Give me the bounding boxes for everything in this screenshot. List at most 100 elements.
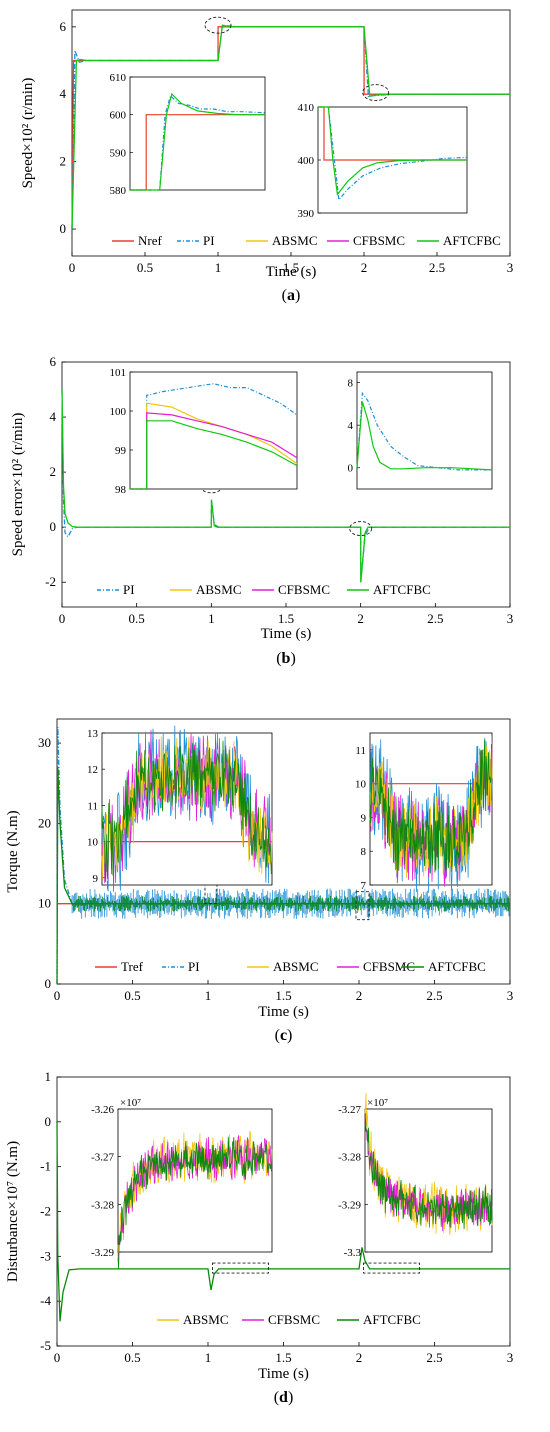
x-tick-label: 0.5: [124, 988, 140, 1003]
inset-y-tick-label: 12: [87, 764, 98, 776]
legend-entry: ABSMC: [196, 582, 242, 597]
x-tick-label: 1: [215, 260, 222, 275]
x-tick-label: 0: [54, 988, 61, 1003]
y-tick-label: 2: [60, 154, 67, 169]
inset-y-tick-label: 13: [87, 728, 99, 740]
inset-2: 7 8 9 10 11: [355, 732, 493, 893]
x-tick-label: 0.5: [137, 260, 153, 275]
x-axis-label: Time (s): [266, 264, 317, 280]
inset-series-noise: [117, 1136, 273, 1270]
x-tick-label: 1: [205, 1350, 212, 1365]
series-Nref: [71, 26, 510, 230]
y-tick-label: 0: [60, 221, 67, 236]
x-tick-label: 1.5: [283, 260, 299, 275]
inset-y-tick-label: 600: [110, 110, 127, 122]
legend: PI ABSMC CFBSMC AFTCFBC: [97, 582, 431, 597]
legend: Nref PI ABSMC CFBSMC AFTCFBC: [112, 233, 501, 248]
inset-frame: [356, 371, 493, 490]
x-axis-label: Time (s): [258, 1004, 309, 1020]
inset-exponent: ×10⁷: [367, 1097, 388, 1109]
x-tick-label: 1: [205, 988, 212, 1003]
x-tick-label: 0: [69, 260, 76, 275]
x-tick-label: 2.5: [427, 611, 443, 626]
x-tick-label: 1.5: [278, 611, 294, 626]
legend-entry: PI: [203, 233, 215, 248]
legend-entry: AFTCFBC: [443, 233, 501, 248]
legend-entry: AFTCFBC: [428, 959, 486, 974]
inset-y-tick-label: -3.29: [91, 1247, 114, 1259]
legend-entry: AFTCFBC: [373, 582, 431, 597]
inset-2: -3.27 -3.28 -3.29 -3.3 ×10⁷: [338, 1092, 493, 1259]
legend-entry: Tref: [121, 959, 144, 974]
inset-y-tick-label: 400: [298, 155, 315, 167]
panel-caption: (b): [276, 650, 296, 667]
y-tick-label: -2: [40, 1204, 51, 1219]
x-tick-label: 0.5: [124, 1350, 140, 1365]
x-tick-label: 0: [59, 611, 66, 626]
chart-panel-d: 0 0.5 1 1.5 2 2.5 3 -5 -4 -3 -2 -1 0 1 Time (s) Disturb…: [5, 1069, 513, 1406]
y-tick-label: 10: [38, 896, 51, 911]
inset-y-tick-label: -3.28: [338, 1152, 361, 1164]
inset-exponent: ×10⁷: [120, 1097, 141, 1109]
x-tick-label: 1.5: [275, 1350, 291, 1365]
y-tick-label: -2: [45, 574, 56, 589]
inset-series-noise: [364, 1118, 493, 1230]
panel-caption: (a): [282, 287, 301, 304]
series-AFTCFBC: [56, 1121, 510, 1322]
y-tick-label: 4: [60, 86, 67, 101]
y-axis-label: Disturbance×10⁷ (N.m): [5, 1141, 21, 1282]
inset-1: 98 99 100 101: [110, 367, 298, 496]
y-tick-label: -1: [40, 1159, 51, 1174]
inset-series-AFTCFBC: [318, 106, 467, 196]
chart-panel-b: 0 0.5 1 1.5 2 2.5 3 -2 0 2 4 6 Time (s) Speed error×1…: [10, 354, 513, 667]
inset-series-PI: [130, 383, 298, 490]
legend-entry: Nref: [138, 233, 162, 248]
x-tick-label: 2: [357, 611, 364, 626]
legend: Tref PI ABSMC CFBSMC AFTCFBC: [95, 959, 486, 974]
inset-y-tick-label: 390: [298, 208, 315, 220]
inset-2: 0 4 8: [348, 371, 493, 490]
legend-entry: CFBSMC: [363, 959, 415, 974]
inset-y-tick-label: -3.27: [91, 1152, 114, 1164]
x-tick-label: 3: [507, 260, 514, 275]
x-tick-label: 1.5: [275, 988, 291, 1003]
y-tick-label: 20: [38, 815, 51, 830]
zoom-marker: [349, 521, 373, 536]
x-tick-label: 2.5: [429, 260, 445, 275]
legend-entry: ABSMC: [272, 233, 318, 248]
series-AFTCFBC: [61, 389, 510, 583]
legend-entry: CFBSMC: [278, 582, 330, 597]
inset-series-noise: [101, 740, 273, 883]
inset-y-tick-label: 0: [348, 463, 354, 475]
y-axis-label: Speed error×10² (r/min): [10, 413, 26, 557]
x-tick-label: 2: [356, 1350, 363, 1365]
inset-y-tick-label: -3.3: [344, 1247, 362, 1259]
inset-y-tick-label: 98: [115, 484, 127, 496]
inset-y-tick-label: 7: [361, 880, 367, 892]
legend-entry: AFTCFBC: [363, 1312, 421, 1327]
legend-entry: PI: [188, 959, 200, 974]
y-tick-label: -5: [40, 1338, 51, 1353]
inset-series-AFTCFBC: [130, 420, 298, 490]
y-tick-label: 2: [50, 464, 57, 479]
y-tick-label: 0: [45, 976, 52, 991]
inset-y-tick-label: 9: [361, 812, 367, 824]
x-tick-label: 3: [507, 1350, 514, 1365]
inset-y-tick-label: 11: [87, 800, 98, 812]
y-tick-label: 0: [50, 519, 57, 534]
legend-entry: PI: [123, 582, 135, 597]
x-tick-label: 3: [507, 611, 514, 626]
x-tick-label: 0.5: [129, 611, 145, 626]
inset-y-tick-label: 10: [87, 837, 99, 849]
x-tick-label: 3: [507, 988, 514, 1003]
inset-y-tick-label: 99: [115, 445, 127, 457]
zoom-marker: [212, 1262, 269, 1274]
chart-panel-a: 0 0.5 1 1.5 2 2.5 3 0 2 4 6 Time (s) Speed×10² (r/mi…: [20, 9, 514, 304]
y-tick-label: 0: [45, 1114, 52, 1129]
inset-2: 390 400 410: [298, 102, 468, 220]
inset-y-tick-label: 9: [93, 873, 99, 885]
inset-1: 9 10 11 12 13: [87, 725, 273, 892]
x-axis-label: Time (s): [258, 1366, 309, 1382]
inset-frame: [129, 371, 298, 490]
